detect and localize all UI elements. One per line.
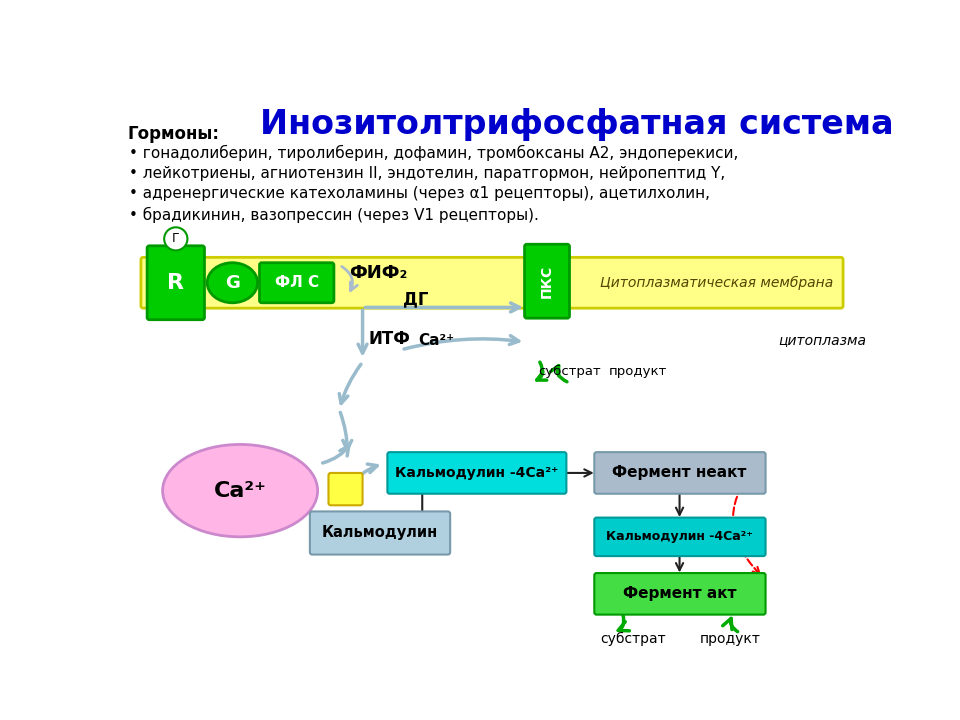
Text: ИТФ: ИТФ	[368, 330, 410, 348]
Text: ДГ: ДГ	[403, 291, 428, 309]
FancyBboxPatch shape	[147, 246, 204, 320]
Text: продукт: продукт	[700, 632, 760, 647]
FancyBboxPatch shape	[328, 473, 363, 505]
Text: Фермент неакт: Фермент неакт	[612, 465, 747, 480]
Ellipse shape	[162, 444, 318, 537]
Text: ПКС: ПКС	[540, 264, 554, 298]
Text: субстрат: субстрат	[539, 365, 601, 378]
Text: Инозитолтрифосфатная система: Инозитолтрифосфатная система	[260, 108, 894, 141]
Text: цитоплазма: цитоплазма	[779, 333, 867, 348]
Text: Кальмодулин -4Ca²⁺: Кальмодулин -4Ca²⁺	[606, 531, 753, 544]
Text: R: R	[167, 273, 184, 293]
Circle shape	[164, 228, 187, 251]
Text: Гормоны:: Гормоны:	[128, 125, 220, 143]
Text: Ca²⁺: Ca²⁺	[419, 333, 454, 348]
Text: субстрат: субстрат	[601, 632, 666, 647]
Text: • лейкотриены, агниотензин II, эндотелин, паратгормон, нейропептид Y,: • лейкотриены, агниотензин II, эндотелин…	[130, 166, 726, 181]
FancyBboxPatch shape	[594, 518, 765, 556]
FancyBboxPatch shape	[388, 452, 566, 494]
Text: • гонадолиберин, тиролиберин, дофамин, тромбоксаны А2, эндоперекиси,: • гонадолиберин, тиролиберин, дофамин, т…	[130, 145, 738, 161]
Text: Фермент акт: Фермент акт	[623, 586, 736, 601]
Text: продукт: продукт	[609, 365, 666, 378]
Text: Цитоплазматическая мембрана: Цитоплазматическая мембрана	[600, 276, 833, 289]
FancyBboxPatch shape	[524, 244, 569, 318]
Text: Кальмодулин -4Ca²⁺: Кальмодулин -4Ca²⁺	[395, 466, 558, 480]
FancyBboxPatch shape	[141, 257, 843, 308]
Text: G: G	[225, 274, 240, 292]
Text: ФИФ₂: ФИФ₂	[348, 264, 407, 282]
Text: • брадикинин, вазопрессин (через V1 рецепторы).: • брадикинин, вазопрессин (через V1 реце…	[130, 207, 540, 223]
FancyBboxPatch shape	[594, 573, 765, 615]
FancyBboxPatch shape	[259, 263, 334, 303]
Ellipse shape	[207, 263, 257, 303]
Text: Ca²⁺: Ca²⁺	[214, 481, 267, 500]
FancyBboxPatch shape	[594, 452, 765, 494]
Text: Кальмодулин: Кальмодулин	[322, 526, 438, 541]
Text: ФЛ С: ФЛ С	[275, 275, 319, 290]
Text: Г: Г	[172, 233, 180, 246]
FancyBboxPatch shape	[310, 511, 450, 554]
Text: • адренергические катехоламины (через α1 рецепторы), ацетилхолин,: • адренергические катехоламины (через α1…	[130, 186, 710, 202]
